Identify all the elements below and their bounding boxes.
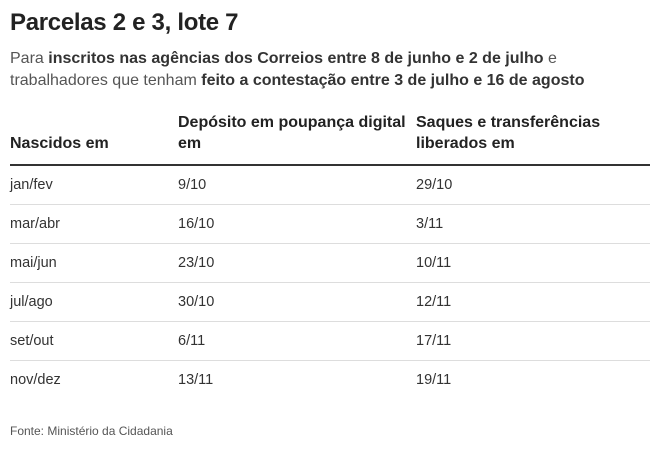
- cell-born-in: set/out: [10, 321, 178, 361]
- subtitle-highlight-1: inscritos nas agências dos Correios entr…: [48, 50, 544, 67]
- source-note: Fonte: Ministério da Cidadania: [10, 424, 173, 438]
- header-deposit-date: Depósito em poupança digital em: [178, 108, 416, 166]
- cell-deposit-date: 30/10: [178, 282, 416, 322]
- cell-withdrawal-date: 19/11: [416, 372, 452, 388]
- cell-withdrawal-date: 29/10: [416, 165, 650, 205]
- table-row: jul/ago 30/10 12/11: [10, 282, 650, 322]
- cell-deposit-date: 16/10: [178, 204, 416, 244]
- cell-born-in: mar/abr: [10, 204, 178, 244]
- header-withdrawal-date: Saques e transferências liberados em: [416, 108, 650, 166]
- cell-born-in: nov/dez: [10, 372, 61, 388]
- table-row: set/out 6/11 17/11: [10, 321, 650, 361]
- cell-withdrawal-date: 3/11: [416, 204, 650, 244]
- cell-deposit-date: 6/11: [178, 321, 416, 361]
- cell-born-in: jul/ago: [10, 282, 178, 322]
- table-header: Nascidos em Depósito em poupança digital…: [10, 108, 650, 166]
- subtitle: Para inscritos nas agências dos Correios…: [10, 48, 650, 92]
- subtitle-highlight-2: feito a contestação entre 3 de julho e 1…: [201, 72, 585, 89]
- table-body: jan/fev 9/10 29/10 mar/abr 16/10 3/11 ma…: [10, 165, 650, 399]
- cell-born-in: mai/jun: [10, 243, 178, 283]
- cell-withdrawal-date: 12/11: [416, 282, 650, 322]
- page-title: Parcelas 2 e 3, lote 7: [10, 9, 239, 36]
- cell-withdrawal-date: 17/11: [416, 321, 650, 361]
- table-row: nov/dez 13/11 19/11: [10, 361, 650, 400]
- cell-deposit-date: 9/10: [178, 165, 416, 205]
- infographic: Parcelas 2 e 3, lote 7 Para inscritos na…: [10, 0, 650, 438]
- table-row: mai/jun 23/10 10/11: [10, 243, 650, 283]
- subtitle-text-2: e trabalhadores que tenham: [10, 50, 557, 89]
- table-row: jan/fev 9/10 29/10: [10, 165, 650, 205]
- cell-deposit-date: 13/11: [178, 372, 214, 388]
- cell-deposit-date: 23/10: [178, 243, 416, 283]
- cell-withdrawal-date: 10/11: [416, 243, 650, 283]
- header-born-in: Nascidos em: [10, 108, 178, 166]
- header-row: Nascidos em Depósito em poupança digital…: [10, 108, 650, 166]
- subtitle-text-1: Para: [10, 50, 49, 67]
- cell-born-in: jan/fev: [10, 165, 178, 205]
- table-row: mar/abr 16/10 3/11: [10, 204, 650, 244]
- schedule-table: Nascidos em Depósito em poupança digital…: [10, 108, 650, 399]
